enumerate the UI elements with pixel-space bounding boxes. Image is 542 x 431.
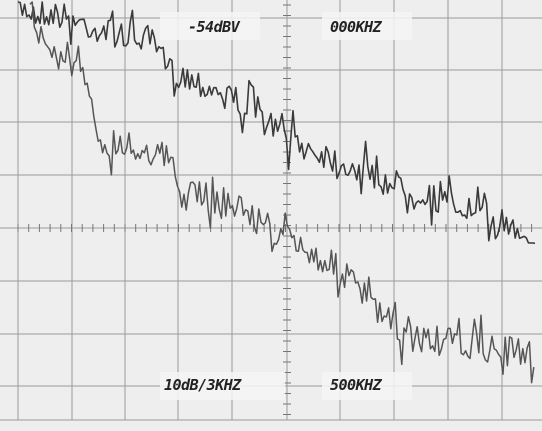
page: {"readouts": {"reference_level": "-54dBV… bbox=[0, 0, 542, 431]
scale-readout: 10dB/3KHZ bbox=[164, 376, 242, 394]
span-readout: 500KHZ bbox=[330, 376, 383, 394]
reference-level: -54dBV bbox=[188, 18, 241, 36]
analyzer-screen: -54dBV 000KHZ 10dB/3KHZ 500KHZ bbox=[0, 0, 542, 431]
center-frequency: 000KHZ bbox=[330, 18, 383, 36]
screen-shade bbox=[0, 0, 542, 431]
